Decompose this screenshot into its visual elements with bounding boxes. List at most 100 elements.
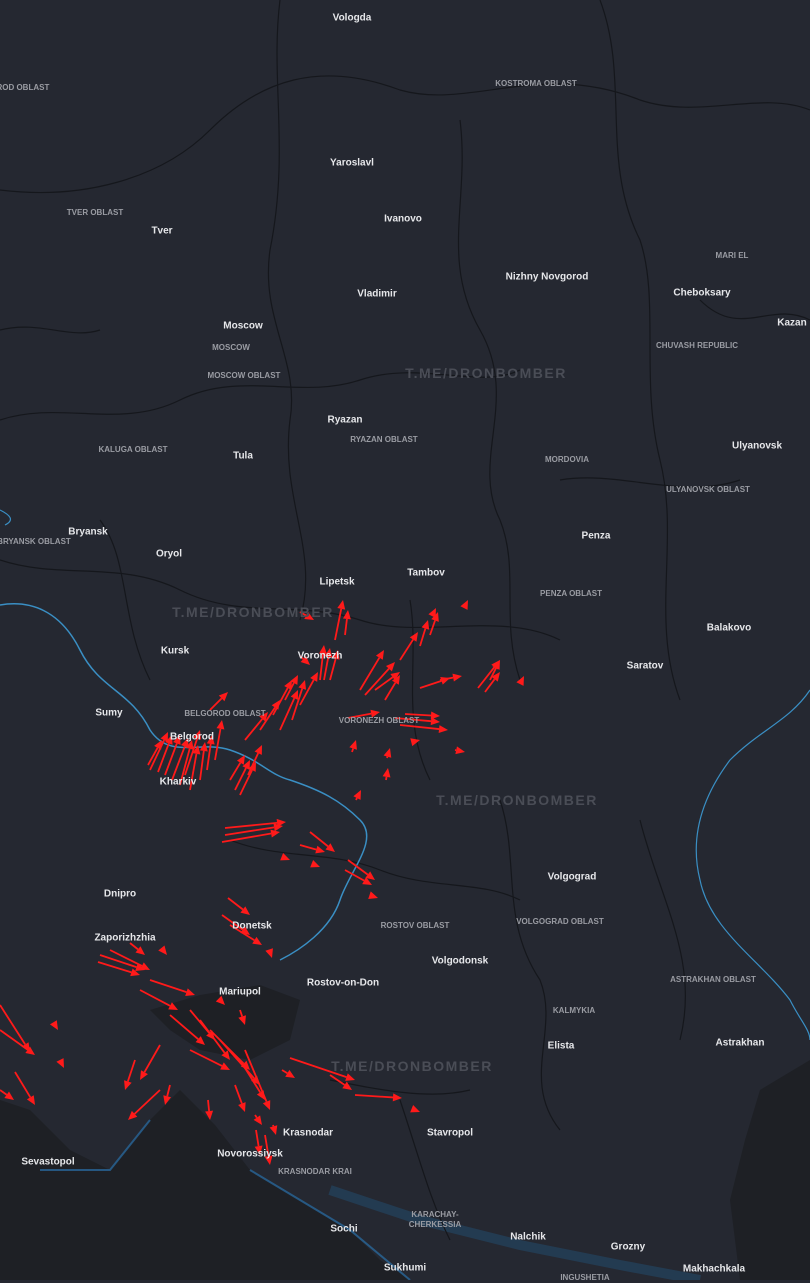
city-label: Cheboksary — [673, 288, 730, 299]
city-label: Ryazan — [327, 415, 362, 426]
city-label: Stavropol — [427, 1128, 473, 1139]
city-label: Vologda — [333, 13, 372, 24]
city-label: Kharkiv — [160, 777, 197, 788]
city-label: Belgorod — [170, 732, 214, 743]
drone-arrow — [360, 650, 384, 690]
city-label: Grozny — [611, 1242, 645, 1253]
drone-arrow — [368, 891, 378, 899]
drone-arrow — [348, 860, 375, 880]
drone-arrow — [310, 860, 320, 867]
drone-arrow — [210, 692, 228, 710]
region-label: BELGOROD OBLAST — [180, 709, 270, 719]
city-label: Donetsk — [232, 921, 271, 932]
drone-arrow — [384, 748, 392, 758]
region-label: VORONEZH OBLAST — [334, 716, 424, 726]
city-label: Ulyanovsk — [732, 441, 782, 452]
drone-arrow — [215, 720, 224, 760]
city-label: Moscow — [223, 321, 262, 332]
drone-arrow — [150, 980, 195, 996]
watermark: T.ME/DRONBOMBER — [172, 604, 334, 620]
city-label: Tula — [233, 451, 253, 462]
drone-arrow — [15, 1072, 35, 1105]
city-label: Sukhumi — [384, 1263, 426, 1274]
city-label: Yaroslavl — [330, 158, 374, 169]
drone-arrow — [100, 955, 145, 971]
region-label: ASTRAKHAN OBLAST — [668, 975, 758, 985]
region-label: VOLGOGRAD OBLAST — [515, 917, 605, 927]
drone-arrow — [516, 676, 524, 686]
drone-arrow — [335, 600, 345, 640]
city-label: Kazan — [777, 318, 806, 329]
city-label: Oryol — [156, 549, 182, 560]
drone-arrow — [410, 1105, 420, 1112]
region-label: PENZA OBLAST — [526, 589, 616, 599]
region-label: RYAZAN OBLAST — [339, 435, 429, 445]
drone-arrow — [56, 1058, 64, 1068]
region-label: MOSCOW OBLAST — [199, 371, 289, 381]
region-label: ULYANOVSK OBLAST — [663, 485, 753, 495]
black-sea — [0, 1090, 410, 1280]
region-label: CHUVASH REPUBLIC — [652, 341, 742, 351]
city-label: Nalchik — [510, 1232, 546, 1243]
city-label: Ivanovo — [384, 214, 422, 225]
region-label: MOSCOW — [186, 343, 276, 353]
drone-arrow — [228, 898, 250, 915]
region-label: ROSTOV OBLAST — [370, 921, 460, 931]
region-label: MORDOVIA — [522, 455, 612, 465]
drone-arrow — [455, 746, 465, 754]
drone-arrow — [0, 1090, 14, 1100]
drone-arrow — [124, 1060, 135, 1090]
city-label: Sumy — [95, 708, 122, 719]
ukraine-west-border — [0, 510, 10, 525]
drone-arrow — [280, 853, 290, 860]
drone-track-arrows — [0, 600, 524, 1165]
city-label: Volgodonsk — [432, 956, 488, 967]
drone-arrow — [355, 1093, 402, 1101]
drone-arrow — [410, 738, 420, 746]
drone-arrow — [400, 725, 448, 733]
drone-arrow — [385, 675, 400, 700]
watermark: T.ME/DRONBOMBER — [331, 1058, 493, 1074]
city-label: Sevastopol — [21, 1157, 74, 1168]
city-label: Krasnodar — [283, 1128, 333, 1139]
city-label: Voronezh — [298, 651, 343, 662]
drone-arrow — [343, 610, 351, 635]
city-label: Lipetsk — [319, 577, 354, 588]
region-label: KRASNODAR KRAI — [270, 1167, 360, 1177]
region-label: MARI EL — [687, 251, 777, 261]
city-label: Sochi — [330, 1224, 357, 1235]
drone-arrow — [383, 768, 391, 780]
city-label: Volgograd — [548, 872, 597, 883]
drone-arrow — [428, 608, 436, 618]
region-label: KARACHAY-CHERKESSIA — [390, 1210, 480, 1230]
region-label: KOSTROMA OBLAST — [491, 79, 581, 89]
drone-arrow — [460, 600, 468, 610]
drone-arrow — [0, 1005, 30, 1052]
region-borders — [0, 0, 810, 1240]
watermark: T.ME/DRONBOMBER — [405, 365, 567, 381]
city-label: Novorossiysk — [217, 1149, 283, 1160]
watermark: T.ME/DRONBOMBER — [436, 792, 598, 808]
drone-arrow — [420, 677, 450, 688]
city-label: Tambov — [407, 568, 445, 579]
drone-arrow — [282, 1070, 295, 1078]
city-label: Kursk — [161, 646, 189, 657]
region-label: KALMYKIA — [529, 1006, 619, 1016]
region-label: KALUGA OBLAST — [88, 445, 178, 455]
drone-arrow — [254, 1115, 262, 1125]
city-label: Balakovo — [707, 623, 751, 634]
city-label: Zaporizhzhia — [94, 933, 155, 944]
city-label: Elista — [548, 1041, 575, 1052]
region-label: NOVGOROD OBLAST — [0, 83, 53, 93]
city-label: Astrakhan — [716, 1038, 765, 1049]
volga-border — [696, 690, 810, 1040]
drone-arrow — [235, 760, 250, 790]
drone-arrow — [245, 1050, 270, 1110]
drone-arrow — [140, 990, 178, 1010]
drone-arrow — [235, 1085, 246, 1112]
drone-arrow — [140, 1045, 160, 1080]
city-label: Rostov-on-Don — [307, 978, 379, 989]
drone-arrow — [353, 790, 361, 800]
